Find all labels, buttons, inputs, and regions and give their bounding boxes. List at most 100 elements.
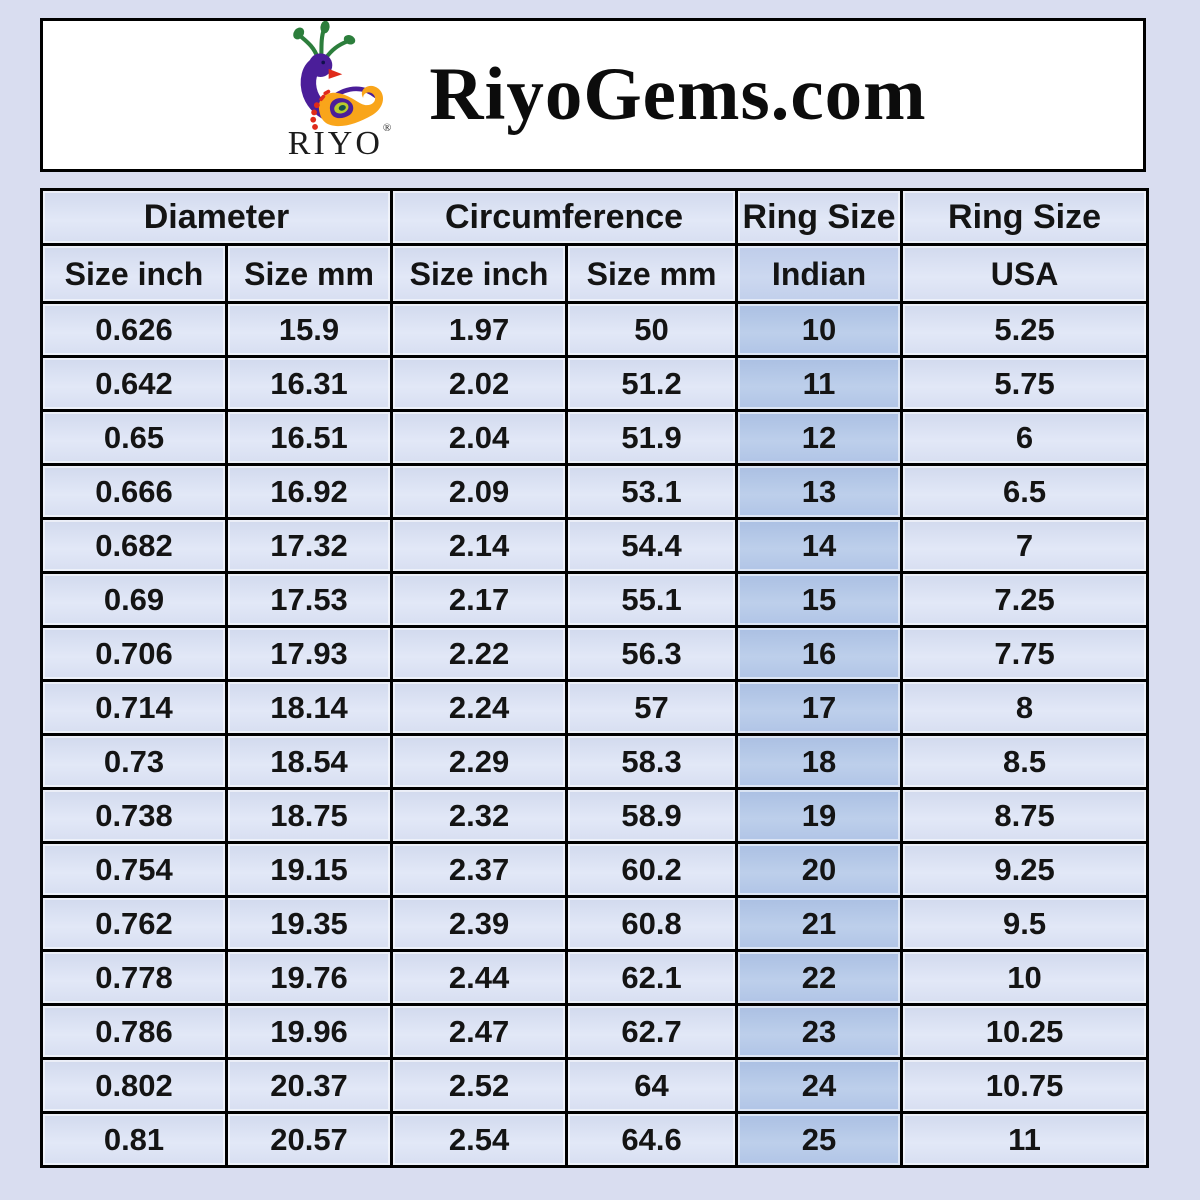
table-row: 0.73 18.54 2.29 58.3 18 8.5	[40, 733, 1150, 790]
table-cell: 11	[900, 1111, 1150, 1168]
table-cell: 5.75	[900, 355, 1150, 412]
column-group-circumference: Circumference	[390, 188, 739, 246]
table-cell: 10.75	[900, 1057, 1150, 1114]
table-row: 0.714 18.14 2.24 57 17 8	[40, 679, 1150, 736]
table-cell: 16.51	[224, 409, 394, 466]
table-row: 0.666 16.92 2.09 53.1 13 6.5	[40, 463, 1150, 520]
table-cell: 15.9	[224, 301, 394, 358]
table-cell: 10.25	[900, 1003, 1150, 1060]
column-header-circumference-inch: Size inch	[390, 243, 569, 304]
table-cell: 13	[735, 463, 904, 520]
table-body: 0.626 15.9 1.97 50 10 5.25 0.642 16.31 2.02 51.2 1…	[40, 301, 1150, 1168]
table-cell: 19.96	[224, 1003, 394, 1060]
table-row: 0.778 19.76 2.44 62.1 22 10	[40, 949, 1150, 1006]
table-cell: 19.76	[224, 949, 394, 1006]
table-cell: 7.25	[900, 571, 1150, 628]
table-cell: 15	[735, 571, 904, 628]
table-row: 0.706 17.93 2.22 56.3 16 7.75	[40, 625, 1150, 682]
table-cell: 55.1	[565, 571, 739, 628]
table-cell: 9.5	[900, 895, 1150, 952]
ring-size-table: Diameter Circumference Ring Size Ring Si…	[39, 188, 1150, 1168]
table-cell: 0.714	[40, 679, 228, 736]
table-cell: 2.47	[390, 1003, 569, 1060]
table-cell: 19	[735, 787, 904, 844]
table-cell: 18.54	[224, 733, 394, 790]
table-cell: 58.3	[565, 733, 739, 790]
column-header-diameter-mm: Size mm	[224, 243, 394, 304]
table-cell: 20.37	[224, 1057, 394, 1114]
table-cell: 20	[735, 841, 904, 898]
table-cell: 0.802	[40, 1057, 228, 1114]
table-cell: 50	[565, 301, 739, 358]
table-cell: 19.35	[224, 895, 394, 952]
table-cell: 18	[735, 733, 904, 790]
table-cell: 0.666	[40, 463, 228, 520]
logo-wordmark: RIYO ®	[287, 122, 395, 162]
table-cell: 16.92	[224, 463, 394, 520]
table-cell: 0.73	[40, 733, 228, 790]
site-title: RiyoGems.com	[429, 53, 927, 136]
table-cell: 0.65	[40, 409, 228, 466]
table-cell: 2.04	[390, 409, 569, 466]
table-cell: 1.97	[390, 301, 569, 358]
table-cell: 8.75	[900, 787, 1150, 844]
table-cell: 51.9	[565, 409, 739, 466]
table-cell: 62.7	[565, 1003, 739, 1060]
table-cell: 18.14	[224, 679, 394, 736]
table-cell: 0.642	[40, 355, 228, 412]
table-cell: 2.54	[390, 1111, 569, 1168]
table-cell: 0.706	[40, 625, 228, 682]
table-cell: 16.31	[224, 355, 394, 412]
table-row: 0.642 16.31 2.02 51.2 11 5.75	[40, 355, 1150, 412]
table-cell: 2.44	[390, 949, 569, 1006]
table-cell: 58.9	[565, 787, 739, 844]
table-cell: 2.37	[390, 841, 569, 898]
table-cell: 25	[735, 1111, 904, 1168]
table-row: 0.754 19.15 2.37 60.2 20 9.25	[40, 841, 1150, 898]
table-cell: 51.2	[565, 355, 739, 412]
table-cell: 16	[735, 625, 904, 682]
table-row: 0.802 20.37 2.52 64 24 10.75	[40, 1057, 1150, 1114]
table-cell: 17.53	[224, 571, 394, 628]
peacock-icon	[293, 21, 384, 130]
table-cell: 22	[735, 949, 904, 1006]
table-cell: 7.75	[900, 625, 1150, 682]
header-banner: RIYO ® RiyoGems.com	[40, 18, 1146, 172]
table-cell: 0.778	[40, 949, 228, 1006]
table-row: 0.738 18.75 2.32 58.9 19 8.75	[40, 787, 1150, 844]
table-cell: 7	[900, 517, 1150, 574]
table-cell: 10	[735, 301, 904, 358]
table-cell: 5.25	[900, 301, 1150, 358]
registered-mark: ®	[382, 122, 395, 134]
table-subheader-row: Size inch Size mm Size inch Size mm Indi…	[40, 243, 1150, 304]
table-cell: 20.57	[224, 1111, 394, 1168]
table-cell: 62.1	[565, 949, 739, 1006]
table-cell: 2.29	[390, 733, 569, 790]
column-group-diameter: Diameter	[39, 188, 394, 246]
table-cell: 0.738	[40, 787, 228, 844]
table-cell: 24	[735, 1057, 904, 1114]
table-cell: 64.6	[565, 1111, 739, 1168]
table-cell: 2.17	[390, 571, 569, 628]
table-cell: 2.32	[390, 787, 569, 844]
table-row: 0.81 20.57 2.54 64.6 25 11	[40, 1111, 1150, 1168]
column-header-circumference-mm: Size mm	[565, 243, 739, 304]
table-cell: 57	[565, 679, 739, 736]
table-cell: 60.8	[565, 895, 739, 952]
table-cell: 8	[900, 679, 1150, 736]
table-cell: 0.81	[40, 1111, 228, 1168]
column-group-ring-size-usa: Ring Size	[900, 188, 1150, 246]
table-cell: 2.52	[390, 1057, 569, 1114]
table-cell: 12	[735, 409, 904, 466]
table-cell: 2.39	[390, 895, 569, 952]
table-cell: 23	[735, 1003, 904, 1060]
table-cell: 14	[735, 517, 904, 574]
table-cell: 10	[900, 949, 1150, 1006]
table-row: 0.69 17.53 2.17 55.1 15 7.25	[40, 571, 1150, 628]
table-cell: 2.09	[390, 463, 569, 520]
table-cell: 53.1	[565, 463, 739, 520]
table-cell: 0.786	[40, 1003, 228, 1060]
table-cell: 2.02	[390, 355, 569, 412]
table-row: 0.682 17.32 2.14 54.4 14 7	[40, 517, 1150, 574]
